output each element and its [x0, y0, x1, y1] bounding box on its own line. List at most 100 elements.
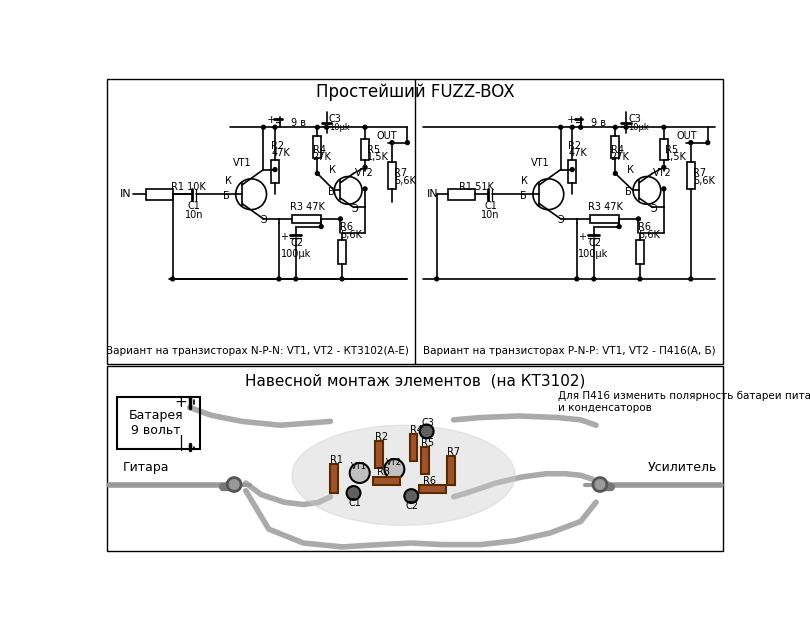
Text: C3: C3	[421, 418, 434, 428]
Text: R1: R1	[330, 455, 343, 465]
Circle shape	[339, 217, 343, 221]
Bar	[373, 477, 399, 484]
Text: К: К	[224, 176, 232, 186]
Text: OUT: OUT	[377, 132, 397, 142]
Circle shape	[319, 225, 323, 228]
Text: VT2: VT2	[386, 457, 402, 467]
Text: 10μk: 10μk	[629, 123, 649, 132]
Text: C2: C2	[291, 238, 304, 248]
Text: Гитара: Гитара	[122, 461, 168, 474]
Text: 9 в: 9 в	[291, 119, 306, 129]
Circle shape	[662, 125, 666, 129]
Bar	[410, 434, 417, 461]
Bar	[107, 79, 723, 364]
Text: 27K: 27K	[313, 152, 331, 162]
Circle shape	[273, 125, 277, 129]
Circle shape	[559, 125, 563, 129]
Text: Навесной монтаж элементов  (на КТ3102): Навесной монтаж элементов (на КТ3102)	[245, 374, 586, 389]
Text: R3: R3	[377, 467, 390, 477]
Bar	[419, 485, 446, 493]
Text: VT2: VT2	[355, 168, 373, 178]
Text: C1: C1	[348, 498, 361, 508]
Text: Простейший FUZZ-BOX: Простейший FUZZ-BOX	[316, 83, 514, 101]
Text: IN: IN	[120, 189, 132, 199]
Circle shape	[617, 225, 621, 228]
Text: +: +	[174, 394, 186, 409]
Text: C2: C2	[406, 501, 419, 511]
Text: +: +	[280, 232, 288, 241]
Text: R5: R5	[665, 145, 679, 155]
Circle shape	[315, 125, 319, 129]
Text: R2: R2	[271, 141, 284, 151]
Circle shape	[406, 141, 409, 145]
Text: R6: R6	[638, 222, 651, 232]
Text: Вариант на транзисторах N-P-N: VT1, VT2 - КТ3102(А-Е): Вариант на транзисторах N-P-N: VT1, VT2 …	[106, 346, 409, 356]
Bar	[569, 160, 576, 183]
Circle shape	[637, 217, 641, 221]
Text: R6: R6	[423, 475, 436, 485]
Text: Б: Б	[519, 191, 526, 201]
Text: 10n: 10n	[481, 210, 500, 220]
Text: R4: R4	[410, 425, 423, 435]
Bar	[146, 189, 173, 200]
Text: +: +	[567, 115, 576, 125]
Text: VT1: VT1	[531, 158, 549, 168]
Circle shape	[273, 168, 277, 172]
Text: R4: R4	[313, 145, 326, 155]
Text: 10n: 10n	[185, 210, 203, 220]
Text: OUT: OUT	[676, 132, 697, 142]
Text: Э: Э	[650, 204, 657, 214]
Text: Э: Э	[260, 215, 266, 225]
Circle shape	[688, 277, 693, 281]
Bar	[338, 240, 346, 263]
Text: К: К	[330, 165, 336, 175]
Text: 47K: 47K	[569, 149, 587, 158]
Circle shape	[384, 459, 404, 479]
Text: 100μk: 100μk	[578, 248, 608, 258]
Text: 1,5K: 1,5K	[367, 152, 389, 162]
Circle shape	[579, 125, 582, 129]
Text: VT1: VT1	[232, 158, 251, 168]
Circle shape	[325, 125, 329, 129]
Bar	[421, 447, 429, 474]
Bar	[388, 162, 396, 189]
Text: R7: R7	[447, 447, 461, 457]
Text: К: К	[627, 165, 634, 175]
Bar	[687, 162, 695, 189]
Text: C2: C2	[588, 238, 601, 248]
Text: Усилитель: Усилитель	[648, 461, 717, 474]
Text: R6: R6	[340, 222, 353, 232]
Text: 100μk: 100μk	[280, 248, 311, 258]
Circle shape	[593, 477, 607, 492]
Text: C1: C1	[484, 201, 497, 211]
Text: VT2: VT2	[653, 168, 671, 178]
Text: R5: R5	[421, 438, 434, 448]
Circle shape	[706, 141, 710, 145]
Bar	[313, 137, 322, 158]
Circle shape	[613, 172, 617, 175]
Text: 1,5K: 1,5K	[665, 152, 687, 162]
Circle shape	[315, 172, 319, 175]
Circle shape	[363, 187, 367, 191]
Circle shape	[363, 125, 367, 129]
Circle shape	[420, 424, 433, 438]
Circle shape	[404, 489, 418, 503]
Bar	[292, 215, 322, 223]
Text: Вариант на транзисторах P-N-P: VT1, VT2 - П416(А, Б): Вариант на транзисторах P-N-P: VT1, VT2 …	[423, 346, 715, 356]
Circle shape	[662, 187, 666, 191]
Text: К: К	[521, 176, 528, 186]
Text: 47K: 47K	[271, 149, 290, 158]
Circle shape	[262, 125, 266, 129]
Text: C3: C3	[629, 114, 642, 124]
Text: C1: C1	[188, 201, 201, 211]
Ellipse shape	[292, 425, 515, 525]
Bar	[447, 456, 455, 485]
Circle shape	[228, 477, 241, 492]
Text: Для П416 изменить полярность батареи питания
и конденсаторов: Для П416 изменить полярность батареи пит…	[557, 391, 810, 413]
Circle shape	[592, 277, 595, 281]
Text: +: +	[578, 232, 586, 241]
Bar	[117, 397, 200, 449]
Bar	[660, 139, 667, 160]
Text: 10μk: 10μk	[329, 123, 350, 132]
Circle shape	[294, 277, 298, 281]
